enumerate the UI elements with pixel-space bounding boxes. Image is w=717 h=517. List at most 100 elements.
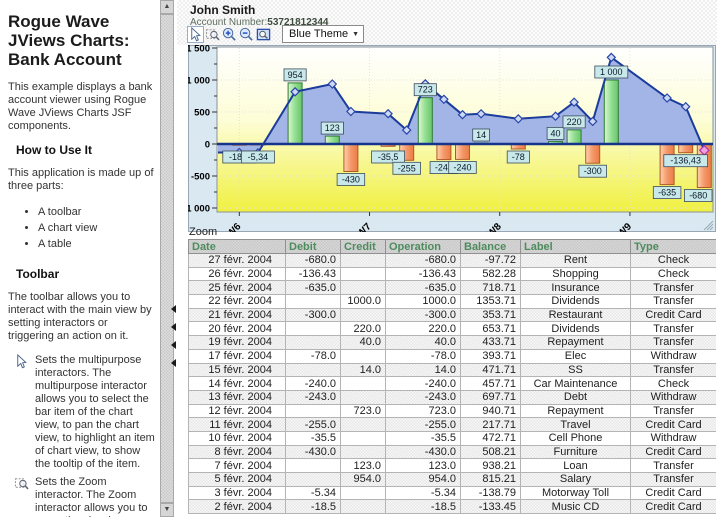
tool-help-item: Sets the Zoom interactor. The Zoom inter…	[14, 476, 156, 517]
table-cell: Transfer	[631, 473, 717, 487]
table-row[interactable]: 25 févr. 2004-635.0-635.0718.71Insurance…	[189, 281, 717, 295]
table-row[interactable]: 5 févr. 2004954.0954.0815.21SalaryTransf…	[189, 473, 717, 487]
chart-credit-bar[interactable]	[418, 98, 432, 144]
table-cell: -138.79	[461, 486, 521, 500]
table-cell: 13 févr. 2004	[189, 390, 286, 404]
table-row[interactable]: 20 févr. 2004220.0220.0653.71DividendsTr…	[189, 322, 717, 336]
table-row[interactable]: 17 févr. 2004-78.0-78.0393.71ElecWithdra…	[189, 349, 717, 363]
table-cell: -18.5	[286, 500, 341, 514]
zoom-interactor-button[interactable]	[204, 26, 221, 43]
scrollbar-thumb[interactable]	[160, 14, 174, 503]
table-row[interactable]: 7 févr. 2004123.0123.0938.21LoanTransfer	[189, 459, 717, 473]
splitter-arrow-icon[interactable]	[167, 305, 176, 313]
zoom-caption: Zoom	[189, 226, 217, 238]
zoom-out-button[interactable]	[238, 26, 255, 43]
table-row[interactable]: 27 févr. 2004-680.0-680.0-97.72RentCheck	[189, 254, 717, 268]
table-cell: Withdraw	[631, 390, 717, 404]
tool-description: Sets the Zoom interactor. The Zoom inter…	[35, 476, 156, 517]
table-cell: Check	[631, 254, 717, 268]
table-cell: 723.0	[341, 404, 386, 418]
column-header-label: Label	[521, 240, 631, 254]
scroll-down-icon[interactable]: ▼	[160, 503, 174, 517]
splitter-arrow-icon[interactable]	[167, 341, 176, 349]
page-title: Rogue Wave JViews Charts: Bank Account	[8, 12, 156, 69]
table-cell	[341, 500, 386, 514]
chart-debit-bar[interactable]	[456, 144, 470, 159]
table-cell	[341, 349, 386, 363]
table-cell: 19 févr. 2004	[189, 336, 286, 350]
table-cell: Transfer	[631, 281, 717, 295]
sidebar-scrollbar[interactable]: ▲ ▼	[160, 0, 174, 517]
table-cell: 940.71	[461, 404, 521, 418]
y-axis-label: 1 500	[188, 45, 210, 55]
scroll-up-icon[interactable]: ▲	[160, 0, 174, 14]
table-cell: 938.21	[461, 459, 521, 473]
chart-toolbar: Blue Theme ▼	[187, 25, 364, 43]
y-axis-label: -500	[191, 172, 210, 183]
select-interactor-button[interactable]	[187, 26, 204, 43]
chart-credit-bar[interactable]	[567, 130, 581, 144]
table-row[interactable]: 10 févr. 2004-35.5-35.5472.71Cell PhoneW…	[189, 431, 717, 445]
table-cell	[286, 322, 341, 336]
table-row[interactable]: 19 févr. 200440.040.0433.71RepaymentTran…	[189, 336, 717, 350]
table-cell: Dividends	[521, 295, 631, 309]
table-cell	[341, 267, 386, 281]
value-callout-text: 40	[550, 128, 560, 138]
table-cell: 471.71	[461, 363, 521, 377]
table-cell: 433.71	[461, 336, 521, 350]
table-cell: 718.71	[461, 281, 521, 295]
table-cell: 815.21	[461, 473, 521, 487]
table-row[interactable]: 2 févr. 2004-18.5-18.5-133.45Music CDCre…	[189, 500, 717, 514]
table-cell: 723.0	[386, 404, 461, 418]
table-row[interactable]: 26 févr. 2004-136.43-136.43582.28Shoppin…	[189, 267, 717, 281]
value-callout-text: -680	[689, 191, 707, 201]
chart-debit-bar[interactable]	[586, 144, 600, 163]
table-cell: 3 févr. 2004	[189, 486, 286, 500]
table-cell: -243.0	[286, 390, 341, 404]
table-row[interactable]: 3 févr. 2004-5.34-5.34-138.79Motorway To…	[189, 486, 717, 500]
table-cell: Car Maintenance	[521, 377, 631, 391]
pointer-icon	[188, 27, 203, 42]
table-cell: -78.0	[386, 349, 461, 363]
table-row[interactable]: 8 févr. 2004-430.0-430.0508.21FurnitureC…	[189, 445, 717, 459]
table-row[interactable]: 13 févr. 2004-243.0-243.0697.71DebtWithd…	[189, 390, 717, 404]
account-header: John Smith Account Number:53721812344 Bl…	[177, 0, 717, 45]
fit-view-icon	[256, 27, 271, 42]
table-header-row: DateDebitCreditOperationBalanceLabelType	[189, 240, 717, 254]
zoom-in-button[interactable]	[221, 26, 238, 43]
table-cell: 11 févr. 2004	[189, 418, 286, 432]
bank-account-chart[interactable]: 95412372314402201 000-18,5-5,34-430-35,5…	[188, 45, 716, 232]
chart-credit-bar[interactable]	[604, 80, 618, 144]
table-row[interactable]: 12 févr. 2004723.0723.0940.71RepaymentTr…	[189, 404, 717, 418]
table-cell: 10 févr. 2004	[189, 431, 286, 445]
fit-view-button[interactable]	[255, 26, 272, 43]
theme-select[interactable]: Blue Theme ▼	[282, 25, 364, 43]
pointer-icon	[14, 354, 29, 369]
value-callout-text: 1 000	[600, 67, 623, 77]
chart-debit-bar[interactable]	[437, 144, 451, 160]
table-cell: Repayment	[521, 336, 631, 350]
table-row[interactable]: 15 févr. 200414.014.0471.71SSTransfer	[189, 363, 717, 377]
table-row[interactable]: 21 févr. 2004-300.0-300.0353.71Restauran…	[189, 308, 717, 322]
transactions-table: DateDebitCreditOperationBalanceLabelType…	[188, 239, 716, 514]
table-row[interactable]: 11 févr. 2004-255.0-255.0217.71TravelCre…	[189, 418, 717, 432]
table-cell: Shopping	[521, 267, 631, 281]
list-item: A toolbar	[38, 204, 156, 220]
y-axis-label: 500	[194, 108, 210, 119]
table-cell: Motorway Toll	[521, 486, 631, 500]
table-cell: 14.0	[341, 363, 386, 377]
splitter-arrow-icon[interactable]	[167, 359, 176, 367]
table-cell	[341, 390, 386, 404]
table-cell: Rent	[521, 254, 631, 268]
table-row[interactable]: 22 févr. 20041000.01000.01353.71Dividend…	[189, 295, 717, 309]
column-header-type: Type	[631, 240, 717, 254]
table-cell: -255.0	[286, 418, 341, 432]
column-header-credit: Credit	[341, 240, 386, 254]
table-cell	[341, 281, 386, 295]
table-row[interactable]: 14 févr. 2004-240.0-240.0457.71Car Maint…	[189, 377, 717, 391]
sidebar: Rogue Wave JViews Charts: Bank Account T…	[0, 0, 160, 517]
chart-debit-bar[interactable]	[679, 144, 693, 153]
bank-account-app: Rogue Wave JViews Charts: Bank Account T…	[0, 0, 717, 517]
chart-debit-bar[interactable]	[344, 144, 358, 172]
splitter-arrow-icon[interactable]	[167, 323, 176, 331]
